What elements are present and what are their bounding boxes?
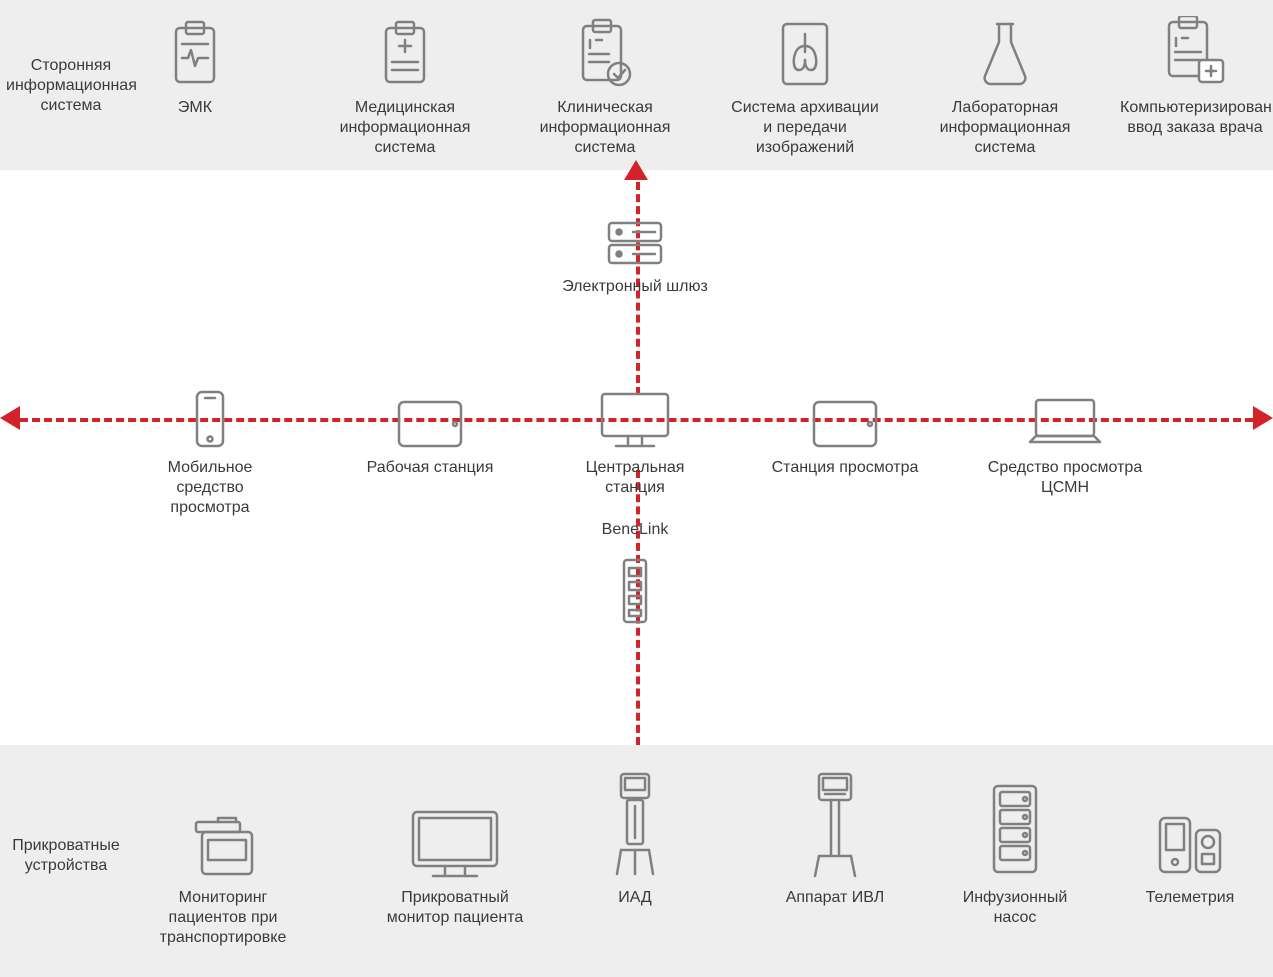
module-icon — [560, 546, 710, 626]
arrow-right-icon — [1253, 406, 1273, 430]
node-emr: ЭМК — [140, 10, 250, 118]
node-cis: Клиническая информационная система — [530, 10, 680, 158]
monitor-icon — [560, 370, 710, 450]
node-label-transport-mon: Мониторинг пациентов при транспортировке — [138, 888, 308, 948]
node-label-telemetry: Телеметрия — [1120, 888, 1260, 908]
node-label-cmsviewer: Средство просмотра ЦСМН — [980, 458, 1150, 498]
arrow-left-icon — [0, 406, 20, 430]
node-label-ventilator: Аппарат ИВЛ — [760, 888, 910, 908]
node-label-workstation: Рабочая станция — [355, 458, 505, 478]
node-pacs: Система архивации и передачи изображений — [730, 10, 880, 158]
node-view-station: Станция просмотра — [770, 370, 920, 478]
node-iabp: ИАД — [575, 770, 695, 908]
node-cmsviewer: Средство просмотра ЦСМН — [980, 370, 1150, 498]
portable-monitor-icon — [138, 770, 308, 880]
node-transport-mon: Мониторинг пациентов при транспортировке — [138, 770, 308, 948]
node-label-bedside-mon: Прикроватный монитор пациента — [370, 888, 540, 928]
server-icon — [560, 215, 710, 269]
node-workstation: Рабочая станция — [355, 370, 505, 478]
clipboard-check-icon — [530, 10, 680, 90]
lungs-doc-icon — [730, 10, 880, 90]
big-monitor-icon — [370, 770, 540, 880]
clipboard-ecg-icon — [140, 10, 250, 90]
node-label-mobile-viewer: Мобильное средство просмотра — [135, 458, 285, 518]
node-telemetry: Телеметрия — [1120, 770, 1260, 908]
node-infusion: Инфузионный насос — [940, 770, 1090, 928]
node-ventilator: Аппарат ИВЛ — [760, 770, 910, 908]
iabp-icon — [575, 770, 695, 880]
clipboard-order-icon — [1120, 10, 1270, 90]
node-label-lis: Лабораторная информационная система — [930, 98, 1080, 158]
node-label-cis: Клиническая информационная система — [530, 98, 680, 158]
laptop-icon — [980, 370, 1150, 450]
flask-icon — [930, 10, 1080, 90]
node-cpoe: Компьютеризированный ввод заказа врача — [1120, 10, 1270, 138]
node-benelink: BeneLink — [560, 520, 710, 634]
node-label-egate: Электронный шлюз — [560, 277, 710, 297]
node-label-cpoe: Компьютеризированный ввод заказа врача — [1120, 98, 1270, 138]
telemetry-icon — [1120, 770, 1260, 880]
bottom-side-label: Прикроватные устройства — [6, 836, 126, 876]
tablet-icon — [355, 370, 505, 450]
infusion-rack-icon — [940, 770, 1090, 880]
bottom-side-label-text: Прикроватные устройства — [12, 837, 120, 874]
node-label-benelink: BeneLink — [560, 520, 710, 540]
node-label-emr: ЭМК — [140, 98, 250, 118]
node-label-infusion: Инфузионный насос — [940, 888, 1090, 928]
node-mobile-viewer: Мобильное средство просмотра — [135, 370, 285, 518]
tablet-icon — [770, 370, 920, 450]
node-label-iabp: ИАД — [575, 888, 695, 908]
node-bedside-mon: Прикроватный монитор пациента — [370, 770, 540, 928]
clipboard-plus-icon — [330, 10, 480, 90]
node-label-pacs: Система архивации и передачи изображений — [730, 98, 880, 158]
node-label-his: Медицинская информационная система — [330, 98, 480, 158]
top-side-label-text: Сторонняя информационная система — [6, 57, 137, 114]
node-lis: Лабораторная информационная система — [930, 10, 1080, 158]
node-egate: Электронный шлюз — [560, 215, 710, 297]
arrow-up-icon — [624, 160, 648, 180]
ventilator-icon — [760, 770, 910, 880]
top-side-label: Сторонняя информационная система — [6, 56, 136, 116]
node-central: Центральная станция — [560, 370, 710, 498]
node-his: Медицинская информационная система — [330, 10, 480, 158]
node-label-central: Центральная станция — [560, 458, 710, 498]
node-label-view-station: Станция просмотра — [770, 458, 920, 478]
phone-icon — [135, 370, 285, 450]
